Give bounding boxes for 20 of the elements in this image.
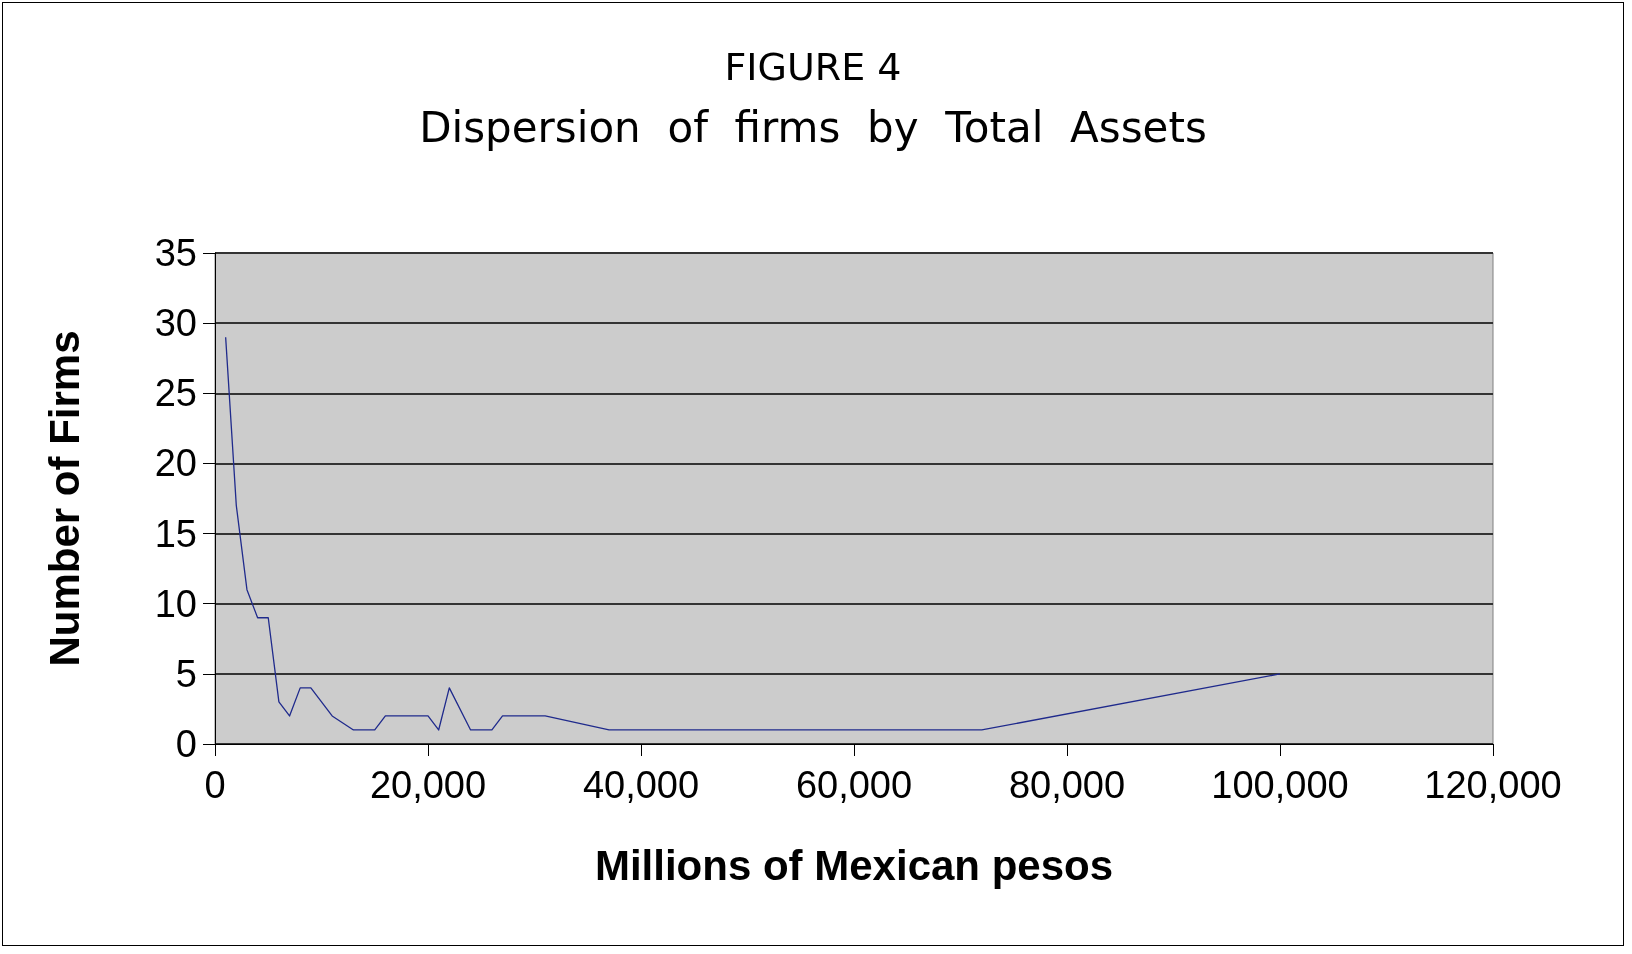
y-axis-title: Number of Firms: [40, 330, 88, 667]
chart-subtitle: Dispersion of firms by Total Assets: [419, 102, 1207, 152]
y-tick-label: 35: [154, 232, 197, 274]
y-tick-label: 20: [154, 442, 197, 485]
x-tick-label: 60,000: [795, 764, 913, 806]
x-tick-label: 0: [204, 764, 226, 806]
x-tick-label: 80,000: [1008, 764, 1126, 806]
line-series: [225, 336, 1281, 731]
y-tick-label: 5: [175, 652, 197, 695]
chart-title: FIGURE 4: [724, 45, 902, 89]
y-tick-label: 30: [154, 302, 197, 345]
y-tick-label: 25: [154, 372, 197, 415]
x-tick-label: 100,000: [1211, 764, 1349, 806]
y-tick-label: 0: [175, 723, 197, 765]
x-tick-label: 120,000: [1424, 764, 1562, 806]
x-axis-title: Millions of Mexican pesos: [594, 841, 1114, 889]
y-tick-label: 15: [154, 512, 197, 555]
x-tick-label: 40,000: [582, 764, 700, 806]
y-tick-label: 10: [154, 582, 197, 625]
x-tick-label: 20,000: [369, 764, 487, 806]
